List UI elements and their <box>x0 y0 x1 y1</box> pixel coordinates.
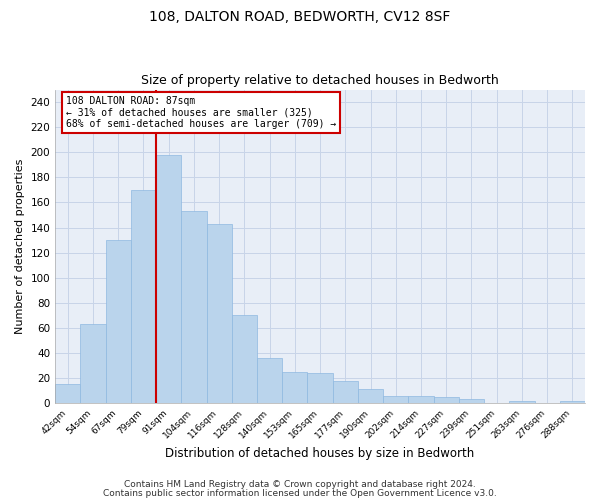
Bar <box>106 240 131 403</box>
Bar <box>206 224 232 403</box>
Bar <box>409 396 434 403</box>
Bar <box>459 400 484 403</box>
Text: 108 DALTON ROAD: 87sqm
← 31% of detached houses are smaller (325)
68% of semi-de: 108 DALTON ROAD: 87sqm ← 31% of detached… <box>66 96 336 129</box>
Y-axis label: Number of detached properties: Number of detached properties <box>15 158 25 334</box>
Bar <box>358 390 383 403</box>
Text: Contains public sector information licensed under the Open Government Licence v3: Contains public sector information licen… <box>103 488 497 498</box>
Bar <box>383 396 409 403</box>
Text: 108, DALTON ROAD, BEDWORTH, CV12 8SF: 108, DALTON ROAD, BEDWORTH, CV12 8SF <box>149 10 451 24</box>
Bar <box>55 384 80 403</box>
Bar <box>332 380 358 403</box>
Bar <box>257 358 282 403</box>
Bar <box>232 316 257 403</box>
Bar <box>156 155 181 403</box>
Bar <box>434 397 459 403</box>
Title: Size of property relative to detached houses in Bedworth: Size of property relative to detached ho… <box>141 74 499 87</box>
Bar <box>181 211 206 403</box>
X-axis label: Distribution of detached houses by size in Bedworth: Distribution of detached houses by size … <box>166 447 475 460</box>
Text: Contains HM Land Registry data © Crown copyright and database right 2024.: Contains HM Land Registry data © Crown c… <box>124 480 476 489</box>
Bar <box>307 373 332 403</box>
Bar <box>560 400 585 403</box>
Bar <box>131 190 156 403</box>
Bar <box>282 372 307 403</box>
Bar <box>80 324 106 403</box>
Bar <box>509 400 535 403</box>
